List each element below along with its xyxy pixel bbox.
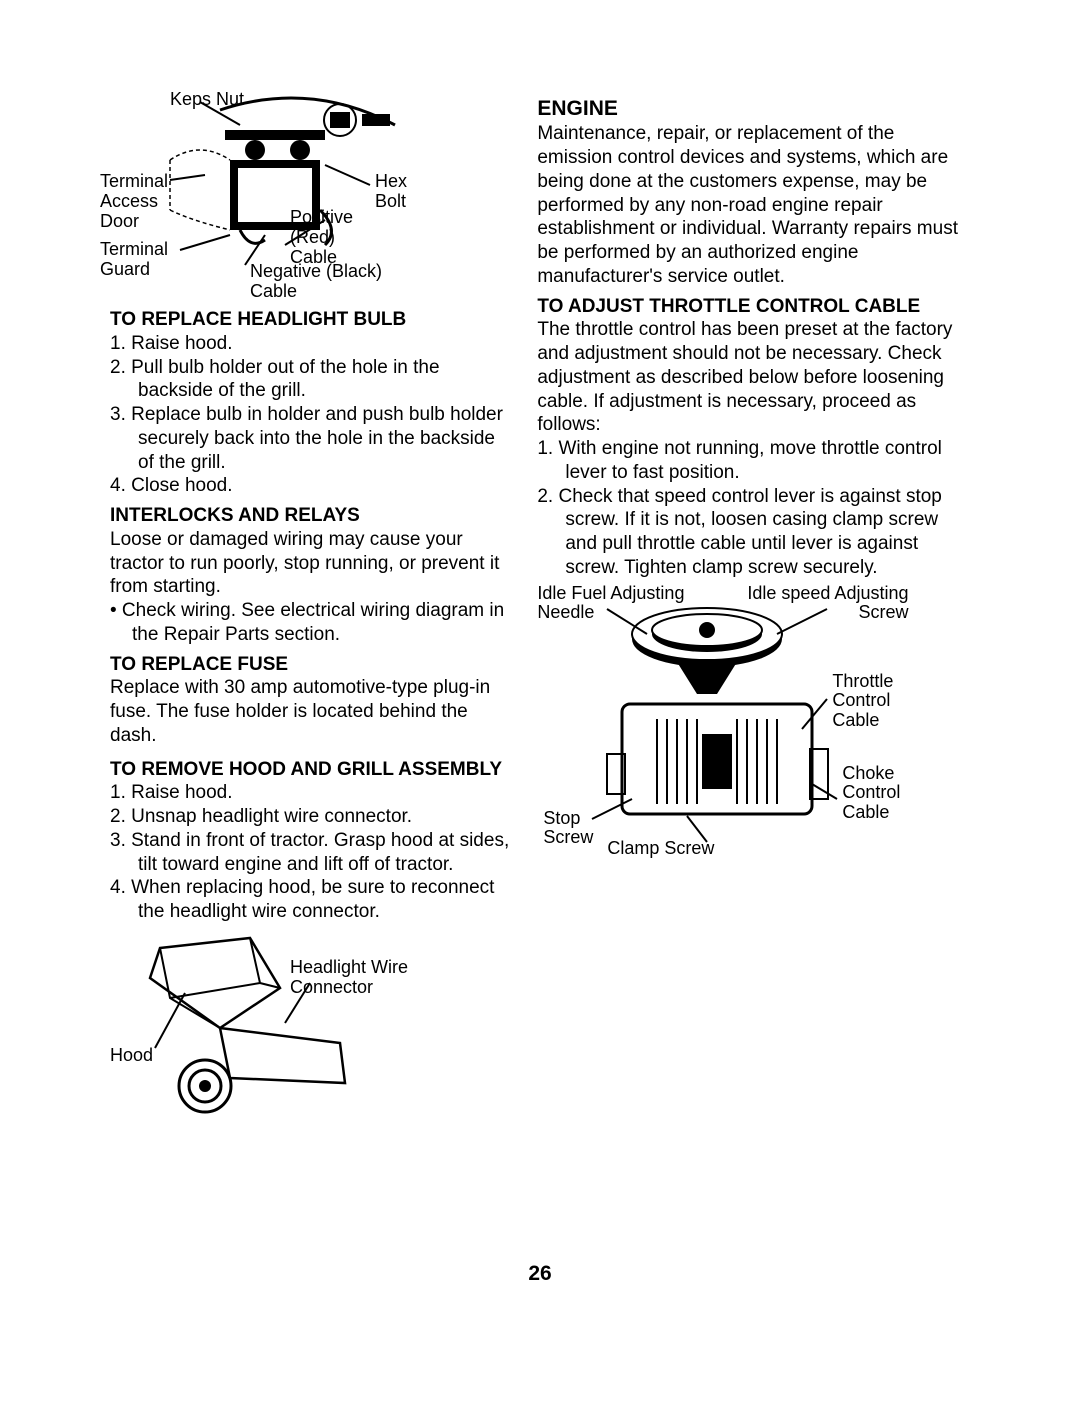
li: 4. Close hood. <box>110 474 509 498</box>
li: 3. Stand in front of tractor. Grasp hood… <box>110 829 509 877</box>
lbl-keps-nut: Keps Nut <box>170 90 244 110</box>
lbl-terminal-guard: Terminal Guard <box>100 240 168 280</box>
li: 4. When replacing hood, be sure to recon… <box>110 876 509 924</box>
li: 3. Replace bulb in holder and push bulb … <box>110 403 509 474</box>
list-interlocks: • Check wiring. See electrical wiring di… <box>110 599 509 647</box>
page-number: 26 <box>0 1262 1080 1286</box>
head-remove-hood: TO REMOVE HOOD AND GRILL ASSEMBLY <box>110 758 509 782</box>
p-replace-fuse: Replace with 30 amp automotive-type plug… <box>110 676 509 747</box>
lbl-positive-cable: Positive (Red) Cable <box>290 208 353 267</box>
list-replace-headlight: 1. Raise hood. 2. Pull bulb holder out o… <box>110 332 509 498</box>
lbl-negative-cable: Negative (Black) Cable <box>250 262 382 302</box>
head-interlocks: INTERLOCKS AND RELAYS <box>110 504 509 528</box>
battery-figure: Keps Nut Terminal Access Door Terminal G… <box>110 90 430 300</box>
lbl-terminal-access-door: Terminal Access Door <box>100 172 168 231</box>
li: 1. With engine not running, move throttl… <box>537 437 970 485</box>
lbl-hex-bolt: Hex Bolt <box>375 172 407 212</box>
left-column: Keps Nut Terminal Access Door Terminal G… <box>110 90 509 1118</box>
li: • Check wiring. See electrical wiring di… <box>110 599 509 647</box>
li: 2. Unsnap headlight wire connector. <box>110 805 509 829</box>
lbl-idle-fuel: Idle Fuel Adjusting Needle <box>537 584 684 624</box>
head-throttle: TO ADJUST THROTTLE CONTROL CABLE <box>537 295 970 319</box>
lbl-clamp-screw: Clamp Screw <box>607 839 714 859</box>
list-remove-hood: 1. Raise hood. 2. Unsnap headlight wire … <box>110 781 509 924</box>
li: 1. Raise hood. <box>110 781 509 805</box>
lbl-headlight-wire: Headlight Wire Connector <box>290 958 408 998</box>
li: 2. Check that speed control lever is aga… <box>537 485 970 580</box>
lbl-choke-cable: Choke Control Cable <box>842 764 900 823</box>
hood-figure: Hood Headlight Wire Connector <box>110 928 430 1118</box>
lbl-hood: Hood <box>110 1046 153 1066</box>
engine-figure: Idle Fuel Adjusting Needle Idle speed Ad… <box>537 584 937 864</box>
lbl-idle-speed: Idle speed Adjusting Screw <box>747 584 908 624</box>
li: 2. Pull bulb holder out of the hole in t… <box>110 356 509 404</box>
p-interlocks: Loose or damaged wiring may cause your t… <box>110 528 509 599</box>
li: 1. Raise hood. <box>110 332 509 356</box>
lbl-throttle-cable: Throttle Control Cable <box>832 672 893 731</box>
p-engine: Maintenance, repair, or replacement of t… <box>537 122 970 288</box>
head-replace-fuse: TO REPLACE FUSE <box>110 653 509 677</box>
head-engine: ENGINE <box>537 96 970 122</box>
p-throttle: The throttle control has been preset at … <box>537 318 970 437</box>
lbl-stop-screw: Stop Screw <box>543 809 593 849</box>
page-content: Keps Nut Terminal Access Door Terminal G… <box>110 90 970 1118</box>
list-throttle: 1. With engine not running, move throttl… <box>537 437 970 580</box>
right-column: ENGINE Maintenance, repair, or replaceme… <box>537 90 970 1118</box>
head-replace-headlight: TO REPLACE HEADLIGHT BULB <box>110 308 509 332</box>
